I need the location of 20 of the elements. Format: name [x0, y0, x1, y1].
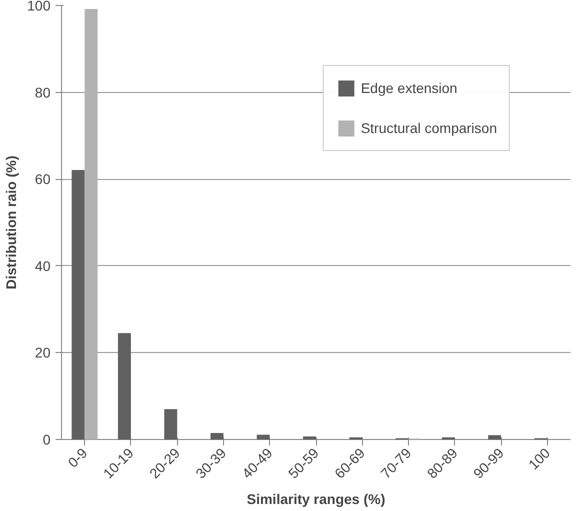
bar	[84, 8, 98, 440]
y-tick-label: 40	[34, 258, 51, 274]
bar	[488, 435, 502, 440]
y-axis-title: Distribution raio (%)	[3, 156, 20, 290]
x-axis-title: Similarity ranges (%)	[246, 490, 386, 507]
bar	[303, 436, 316, 440]
y-tick-label: 20	[34, 344, 51, 361]
y-tick-label: 100	[27, 0, 51, 14]
bar	[256, 434, 270, 440]
x-tick-label: 100	[525, 444, 554, 473]
y-tick-label: 60	[34, 171, 51, 188]
x-tick-label: 0-9	[64, 444, 90, 470]
y-tick-label: 80	[34, 84, 51, 100]
bar	[164, 409, 178, 440]
bar	[118, 333, 131, 440]
legend-label: Edge extension	[360, 80, 458, 96]
bar	[72, 170, 85, 440]
bar	[210, 432, 224, 440]
legend-label: Structural comparison	[360, 120, 497, 136]
y-tick-label: 0	[42, 432, 51, 448]
